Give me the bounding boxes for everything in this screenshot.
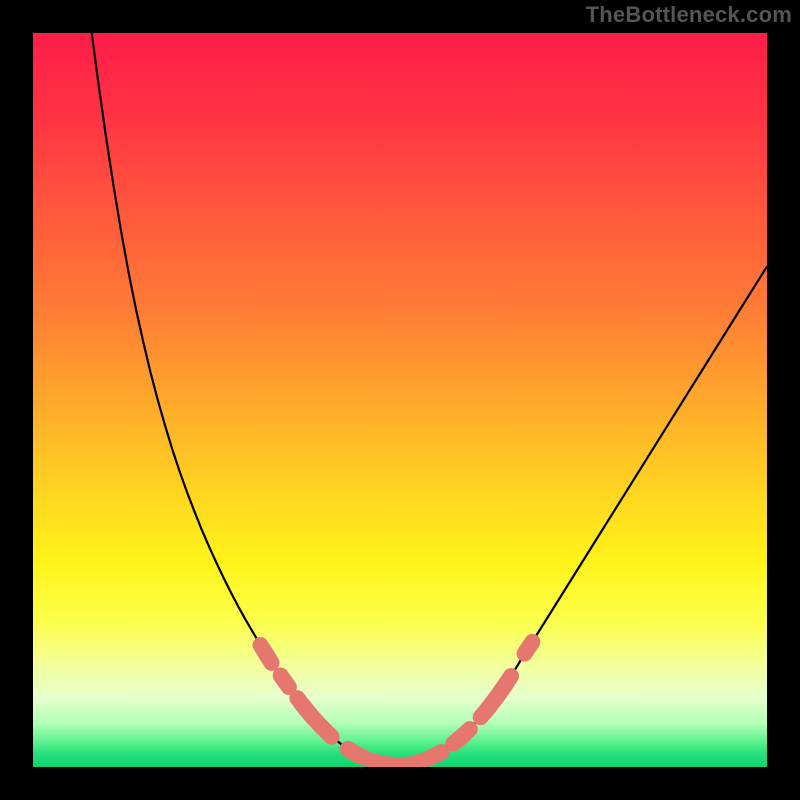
- plot-area: [33, 33, 767, 767]
- plot-svg: [33, 33, 767, 767]
- chart-frame: TheBottleneck.com: [0, 0, 800, 800]
- gradient-background: [33, 33, 767, 767]
- watermark-text: TheBottleneck.com: [586, 2, 792, 28]
